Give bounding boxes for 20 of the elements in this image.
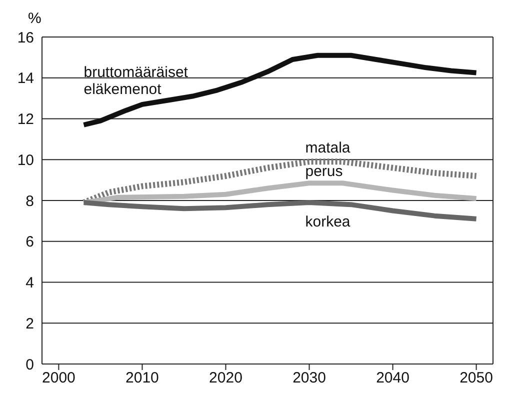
y-tick-label: 8 xyxy=(26,192,34,210)
series-label: perus xyxy=(305,163,343,180)
y-tick-label: 6 xyxy=(26,234,34,251)
y-tick-label: 12 xyxy=(17,111,34,128)
y-axis-title: % xyxy=(28,10,42,27)
series-label: matala xyxy=(305,140,351,157)
x-tick-label: 2040 xyxy=(376,370,410,387)
y-tick-label: 16 xyxy=(17,29,34,46)
x-tick-label: 2010 xyxy=(126,370,159,387)
x-tick-label: 2030 xyxy=(292,370,326,387)
x-tick-label: 2050 xyxy=(460,370,493,387)
y-tick-label: 2 xyxy=(26,315,34,332)
x-tick-label: 2000 xyxy=(42,370,76,387)
y-tick-label: 0 xyxy=(26,356,34,374)
y-tick-label: 10 xyxy=(17,152,34,169)
y-tick-label: 14 xyxy=(17,70,34,88)
y-tick-label: 4 xyxy=(26,274,34,292)
series-label: korkea xyxy=(305,214,351,231)
series-label: bruttomääräiset eläkemenot xyxy=(84,64,189,98)
x-tick-label: 2020 xyxy=(209,370,242,387)
